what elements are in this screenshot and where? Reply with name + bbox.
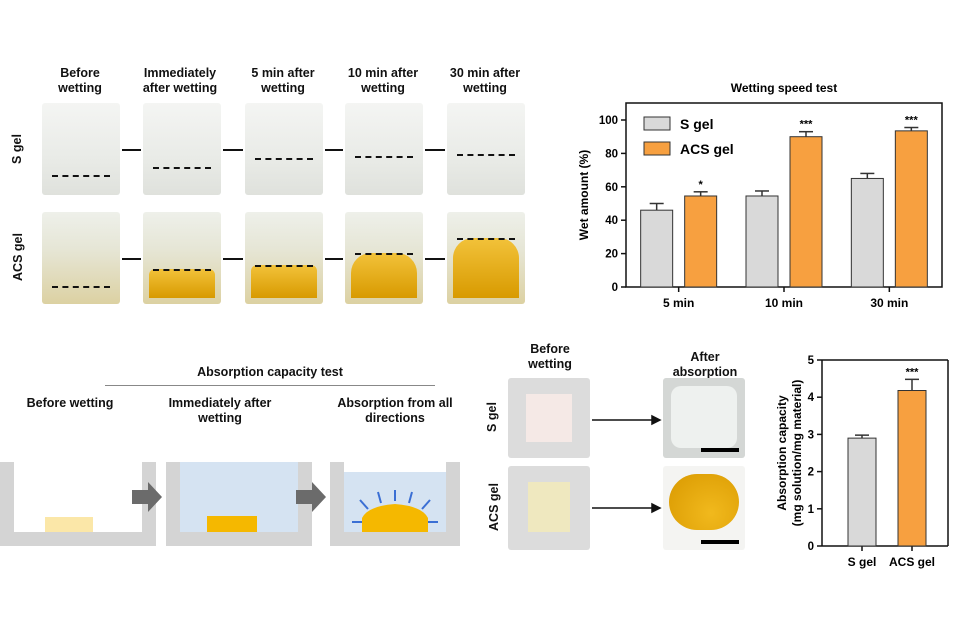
container-before xyxy=(0,462,156,546)
y-tick-label: 40 xyxy=(605,215,618,227)
absorbing-gel xyxy=(362,504,428,532)
y-tick-label: 1 xyxy=(808,504,815,516)
y-tick-label: 4 xyxy=(808,392,815,404)
col-header: After absorption xyxy=(672,350,738,379)
photo-acs-gel xyxy=(42,212,120,304)
water-line xyxy=(153,269,211,272)
bar-s-gel xyxy=(745,195,779,288)
water-line xyxy=(255,265,313,268)
scale-bar xyxy=(701,540,739,544)
legend-label: S gel xyxy=(680,116,713,132)
photo-s-gel xyxy=(447,103,525,195)
connector-line xyxy=(223,258,243,260)
scale-bar xyxy=(701,448,739,452)
step-label: Absorption from all directions xyxy=(337,396,453,425)
connector-line xyxy=(425,258,445,260)
y-tick-label: 100 xyxy=(599,115,618,127)
water-line xyxy=(457,237,515,240)
dry-gel xyxy=(45,517,93,532)
significance-marker: *** xyxy=(800,119,814,131)
bar-s-gel xyxy=(850,177,884,288)
col-header: 5 min after wetting xyxy=(251,66,315,95)
col-header: Before wetting xyxy=(528,342,572,371)
col-header: Before wetting xyxy=(58,66,102,95)
y-axis-label: Wet amount (%) xyxy=(577,150,591,240)
photo-s-before xyxy=(508,378,590,458)
y-tick-label: 20 xyxy=(605,249,618,261)
wet-gel xyxy=(207,516,257,532)
col-header: 10 min after wetting xyxy=(347,66,419,95)
significance-marker: *** xyxy=(906,366,920,378)
water-line xyxy=(355,253,413,256)
title-divider xyxy=(105,385,435,386)
photo-acs-gel xyxy=(143,212,221,304)
col-header: 30 min after wetting xyxy=(449,66,521,95)
y-tick-label: 3 xyxy=(808,429,814,441)
arrow-icon xyxy=(132,482,162,512)
x-tick-label: 5 min xyxy=(663,296,694,310)
connector-line xyxy=(325,258,343,260)
chart-title: Wetting speed test xyxy=(731,81,837,95)
photo-s-gel xyxy=(42,103,120,195)
bar-acs-gel xyxy=(894,130,928,288)
x-tick-label: 10 min xyxy=(765,296,803,310)
x-tick-label: ACS gel xyxy=(889,555,935,569)
photo-acs-gel xyxy=(245,212,323,304)
arrow-icon xyxy=(651,502,662,514)
arrow-icon xyxy=(296,482,326,512)
arrow-icon xyxy=(651,414,662,426)
connector-line xyxy=(325,149,343,151)
col-header: Immediately after wetting xyxy=(142,66,218,95)
photo-acs-before xyxy=(508,466,590,550)
photo-s-gel xyxy=(345,103,423,195)
absorb-arrows-icon xyxy=(352,490,438,523)
y-tick-label: 2 xyxy=(808,467,814,479)
y-tick-label: 0 xyxy=(612,282,618,294)
photo-s-after xyxy=(663,378,745,458)
water-line xyxy=(355,156,413,159)
connector-line xyxy=(223,149,243,151)
significance-marker: *** xyxy=(905,115,919,127)
connector-line xyxy=(425,149,445,151)
y-tick-label: 5 xyxy=(808,355,815,367)
water-line xyxy=(52,174,110,177)
photo-acs-gel xyxy=(345,212,423,304)
y-tick-label: 80 xyxy=(605,148,618,160)
bar-acs-gel xyxy=(789,136,823,288)
connector-line xyxy=(122,149,141,151)
step-label: Before wetting xyxy=(26,396,114,410)
bar-s-gel xyxy=(640,209,674,288)
x-tick-label: S gel xyxy=(848,555,877,569)
y-tick-label: 0 xyxy=(808,541,814,553)
y-axis-label: (mg solution/mg material) xyxy=(790,380,804,527)
photo-acs-after xyxy=(663,466,745,550)
step-label: Immediately after wetting xyxy=(168,396,272,425)
photo-s-gel xyxy=(245,103,323,195)
water-line xyxy=(52,285,110,288)
bar-acs-gel xyxy=(684,195,718,288)
legend-swatch xyxy=(643,141,671,156)
water-line xyxy=(255,158,313,161)
photo-acs-gel xyxy=(447,212,525,304)
bar-acs-gel xyxy=(897,390,927,547)
y-axis-label: Absorption capacity xyxy=(775,395,789,511)
bar-s-gel xyxy=(847,437,877,547)
connector-line xyxy=(122,258,141,260)
y-tick-label: 60 xyxy=(605,182,618,194)
water-line xyxy=(153,167,211,170)
legend-swatch xyxy=(643,116,671,131)
diagram-title: Absorption capacity test xyxy=(197,365,343,379)
legend-label: ACS gel xyxy=(680,141,734,157)
water-line xyxy=(457,153,515,156)
x-tick-label: 30 min xyxy=(870,296,908,310)
photo-s-gel xyxy=(143,103,221,195)
significance-marker: * xyxy=(699,179,704,191)
